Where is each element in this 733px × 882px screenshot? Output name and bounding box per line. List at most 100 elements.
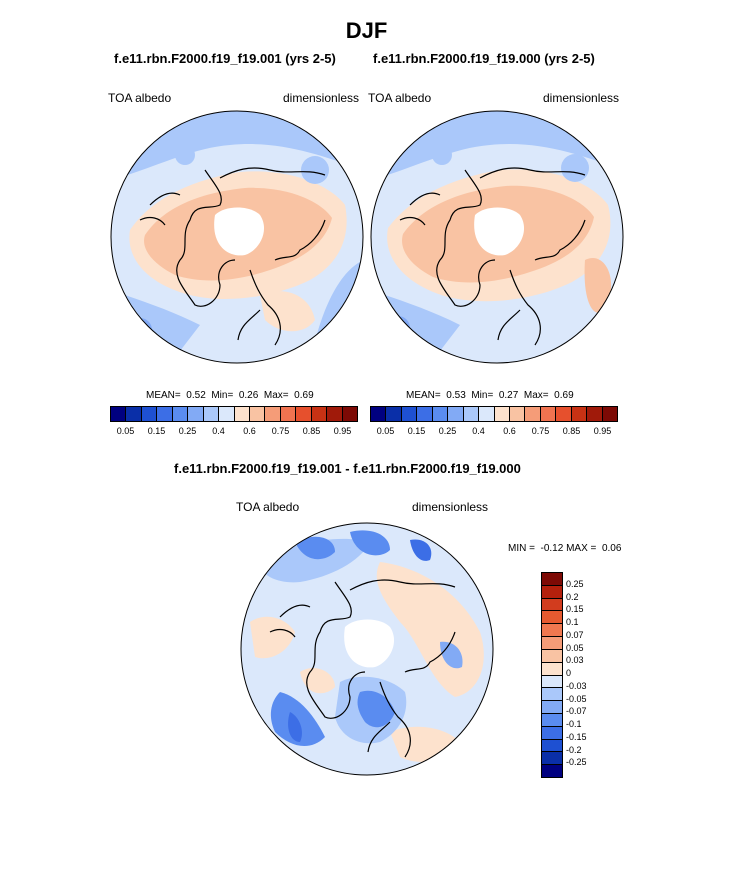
colorbar-tick-label: 0.25 — [438, 426, 457, 436]
colorbar-tick-label: 0.15 — [407, 426, 426, 436]
colorbar-swatch — [157, 407, 173, 421]
colorbar-tick-label: 0.6 — [503, 426, 516, 436]
colorbar-swatch — [219, 407, 235, 421]
difference-colorbar-ticks: 0.25 0.2 0.15 0.1 0.07 0.05 0.03 0 -0.03 -0.05 -0.… — [566, 572, 616, 778]
right-panel-units: dimensionless — [543, 91, 620, 105]
colorbar-tick-label: 0.2 — [566, 591, 579, 602]
colorbar-tick-label: 0.05 — [566, 642, 584, 653]
diff-panel-variable: TOA albedo — [236, 500, 300, 514]
colorbar-swatch — [327, 407, 343, 421]
colorbar-tick-label: 0.95 — [593, 426, 612, 436]
colorbar-tick-label: 0 — [566, 668, 572, 678]
colorbar-tick-label: -0.1 — [566, 719, 582, 729]
right-colorbar-ticks: 0.05 0.15 0.25 0.4 0.6 0.75 0.85 0.95 — [370, 426, 618, 438]
colorbar-swatch — [602, 407, 617, 421]
right-panel-variable: TOA albedo — [368, 91, 432, 105]
colorbar-swatch — [542, 573, 562, 586]
colorbar-tick-label: 0.4 — [212, 426, 225, 436]
colorbar-swatch — [542, 726, 562, 740]
colorbar-swatch — [542, 637, 562, 650]
colorbar-tick-label: -0.15 — [566, 731, 587, 742]
colorbar-tick-label: 0.75 — [271, 426, 290, 436]
colorbar-tick-label: 0.4 — [472, 426, 485, 436]
colorbar-swatch — [540, 407, 557, 421]
colorbar-swatch — [494, 407, 510, 421]
colorbar-tick-label: 0.25 — [566, 578, 584, 589]
colorbar-swatch — [542, 739, 562, 753]
colorbar-swatch — [311, 407, 328, 421]
colorbar-tick-label: 0.07 — [566, 629, 584, 640]
colorbar-swatch — [203, 407, 220, 421]
left-polar-map — [110, 110, 364, 364]
colorbar-swatch — [417, 407, 433, 421]
colorbar-tick-label: 0.05 — [376, 426, 395, 436]
colorbar-swatch — [542, 713, 562, 727]
colorbar-swatch — [342, 407, 357, 421]
colorbar-swatch — [371, 407, 387, 421]
colorbar-swatch — [542, 624, 562, 638]
colorbar-swatch — [542, 598, 562, 612]
colorbar-swatch — [448, 407, 464, 421]
colorbar-tick-label: 0.1 — [566, 617, 579, 627]
colorbar-tick-label: 0.15 — [566, 604, 584, 615]
colorbar-swatch — [280, 407, 297, 421]
colorbar-swatch — [556, 407, 572, 421]
colorbar-swatch — [479, 407, 495, 421]
diff-panel-title: f.e11.rbn.F2000.f19_f19.001 - f.e11.rbn.… — [174, 461, 521, 476]
colorbar-swatch — [542, 701, 562, 714]
left-colorbar — [110, 406, 358, 422]
colorbar-tick-label: 0.85 — [302, 426, 321, 436]
right-panel-case-title: f.e11.rbn.F2000.f19_f19.000 (yrs 2-5) — [373, 51, 595, 66]
colorbar-swatch — [249, 407, 266, 421]
colorbar-tick-label: 0.05 — [116, 426, 135, 436]
colorbar-swatch — [587, 407, 603, 421]
left-panel-case-title: f.e11.rbn.F2000.f19_f19.001 (yrs 2-5) — [114, 51, 336, 66]
colorbar-tick-label: -0.03 — [566, 680, 587, 691]
colorbar-swatch — [542, 649, 562, 663]
colorbar-swatch — [401, 407, 418, 421]
right-colorbar — [370, 406, 618, 422]
colorbar-swatch — [296, 407, 312, 421]
left-panel-units: dimensionless — [283, 91, 360, 105]
colorbar-swatch — [542, 765, 562, 777]
colorbar-tick-label: 0.75 — [531, 426, 550, 436]
left-panel-variable: TOA albedo — [108, 91, 172, 105]
colorbar-swatch — [111, 407, 127, 421]
colorbar-tick-label: -0.07 — [566, 706, 587, 717]
colorbar-swatch — [525, 407, 541, 421]
colorbar-swatch — [542, 688, 562, 702]
colorbar-tick-label: -0.25 — [566, 757, 587, 768]
colorbar-tick-label: 0.85 — [562, 426, 581, 436]
colorbar-swatch — [234, 407, 250, 421]
right-polar-map — [370, 110, 624, 364]
colorbar-swatch — [542, 662, 562, 676]
right-panel-stats: MEAN= 0.53 Min= 0.27 Max= 0.69 — [406, 390, 574, 401]
difference-polar-map — [240, 522, 494, 776]
colorbar-tick-label: 0.03 — [566, 655, 584, 666]
left-colorbar-ticks: 0.05 0.15 0.25 0.4 0.6 0.75 0.85 0.95 — [110, 426, 358, 438]
colorbar-tick-label: 0.6 — [243, 426, 256, 436]
diff-panel-units: dimensionless — [412, 500, 489, 514]
colorbar-swatch — [571, 407, 588, 421]
colorbar-swatch — [172, 407, 189, 421]
colorbar-swatch — [509, 407, 526, 421]
colorbar-swatch — [542, 752, 562, 766]
colorbar-swatch — [126, 407, 142, 421]
colorbar-swatch — [188, 407, 204, 421]
colorbar-tick-label: 0.95 — [333, 426, 352, 436]
colorbar-swatch — [386, 407, 402, 421]
left-panel-stats: MEAN= 0.52 Min= 0.26 Max= 0.69 — [146, 390, 314, 401]
colorbar-swatch — [265, 407, 281, 421]
colorbar-tick-label: -0.05 — [566, 693, 587, 704]
colorbar-tick-label: -0.2 — [566, 744, 582, 755]
diff-minmax-label: MIN = -0.12 MAX = 0.06 — [508, 543, 622, 554]
colorbar-swatch — [542, 611, 562, 625]
colorbar-swatch — [432, 407, 449, 421]
figure-title: DJF — [345, 18, 388, 43]
colorbar-swatch — [542, 585, 562, 599]
difference-colorbar — [541, 572, 563, 778]
colorbar-tick-label: 0.25 — [178, 426, 197, 436]
colorbar-swatch — [463, 407, 480, 421]
colorbar-swatch — [141, 407, 158, 421]
colorbar-swatch — [542, 675, 562, 689]
